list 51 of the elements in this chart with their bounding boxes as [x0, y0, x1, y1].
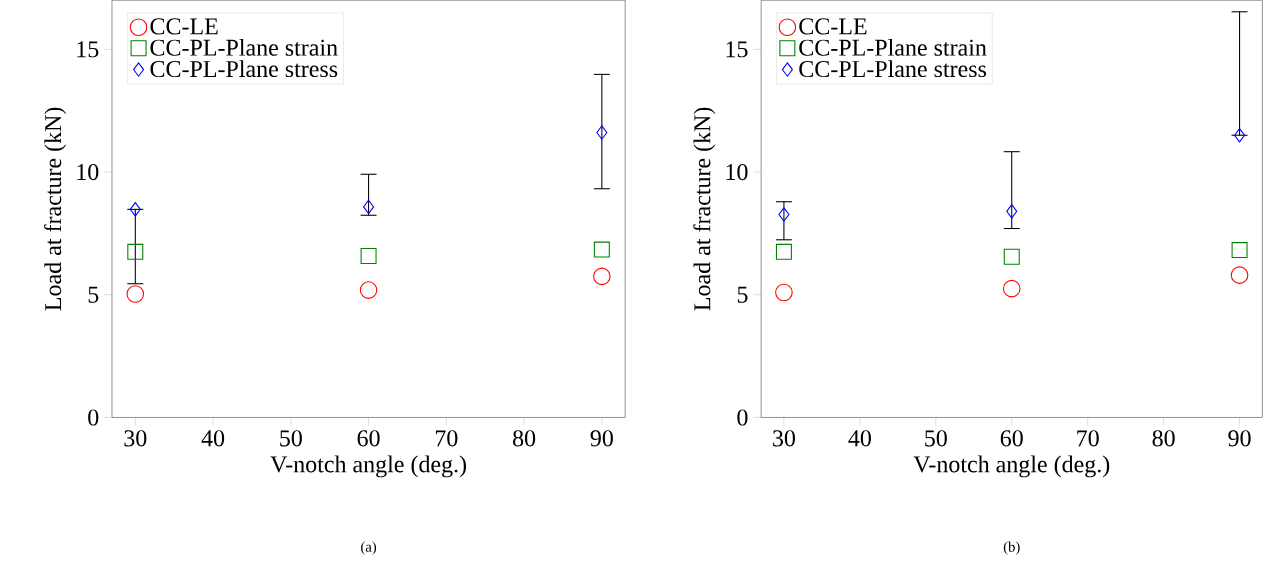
text: (b)	[1003, 541, 1020, 555]
legend-label: CC-LE	[799, 18, 867, 35]
x-tick-label: 70	[435, 430, 458, 447]
y-axis-title: Load at fracture (kN)	[44, 107, 67, 311]
legend-label: CC-PL-Plane stress	[150, 60, 338, 78]
point	[360, 247, 377, 264]
point	[1006, 204, 1018, 219]
point	[126, 285, 145, 303]
point	[1002, 279, 1021, 298]
x-tick-label: 80	[1152, 430, 1175, 447]
point	[1230, 266, 1249, 284]
x-tick-label: 80	[513, 430, 536, 447]
x-tick-label: 30	[773, 430, 795, 447]
point	[1003, 248, 1020, 265]
y-tick-label: 10	[726, 163, 748, 181]
point	[593, 241, 610, 258]
x-tick-label: 50	[925, 430, 947, 447]
x-tick-label: 60	[357, 430, 380, 447]
y-tick-label: 10	[77, 163, 99, 181]
point	[593, 267, 611, 286]
point	[127, 243, 144, 260]
legend-label: CC-PL-Plane strain	[150, 38, 338, 56]
y-tick-label: 0	[88, 409, 99, 426]
point	[775, 243, 792, 260]
x-tick-label: 50	[280, 430, 302, 447]
x-tick-label: 40	[848, 430, 871, 447]
point	[778, 207, 790, 222]
point	[1231, 242, 1248, 259]
y-tick-label: 15	[77, 41, 99, 58]
y-tick-label: 15	[726, 41, 748, 58]
x-tick-label: 60	[1000, 430, 1023, 447]
point	[359, 281, 378, 299]
point	[129, 202, 141, 217]
text: (a)	[361, 541, 377, 555]
legend-label: CC-PL-Plane strain	[799, 38, 987, 56]
point	[1234, 127, 1246, 143]
y-axis-title: Load at fracture (kN)	[693, 107, 716, 311]
y-tick-label: 0	[737, 409, 748, 426]
point	[775, 283, 793, 302]
point	[596, 125, 608, 140]
x-tick-label: 40	[201, 430, 225, 447]
x-tick-label: 90	[590, 430, 613, 447]
legend-label: CC-LE	[150, 18, 218, 35]
legend-label: CC-PL-Plane stress	[799, 60, 987, 78]
x-tick-label: 70	[1077, 430, 1099, 447]
y-tick-label: 5	[88, 286, 99, 303]
x-tick-label: 30	[124, 430, 147, 447]
x-axis-title: V-notch angle (deg.)	[913, 455, 1110, 478]
x-tick-label: 90	[1228, 430, 1251, 447]
y-tick-label: 5	[737, 286, 748, 303]
x-axis-title: V-notch angle (deg.)	[270, 455, 467, 478]
